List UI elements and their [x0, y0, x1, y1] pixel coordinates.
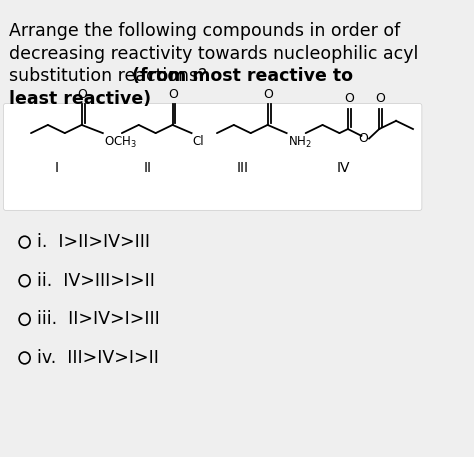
Text: O: O — [344, 92, 354, 106]
Text: IV: IV — [337, 161, 350, 175]
Text: substitution reactions?: substitution reactions? — [9, 67, 213, 85]
Text: I: I — [55, 161, 58, 175]
Text: decreasing reactivity towards nucleophilic acyl: decreasing reactivity towards nucleophil… — [9, 44, 419, 63]
Text: OCH$_3$: OCH$_3$ — [104, 135, 137, 150]
Text: NH$_2$: NH$_2$ — [288, 135, 312, 150]
Text: O: O — [358, 132, 368, 145]
Text: O: O — [264, 88, 273, 101]
Text: iv.  III>IV>I>II: iv. III>IV>I>II — [37, 349, 159, 367]
Text: III: III — [236, 161, 248, 175]
Text: O: O — [375, 92, 385, 106]
Text: (from most reactive to: (from most reactive to — [132, 67, 353, 85]
Text: i.  I>II>IV>III: i. I>II>IV>III — [37, 233, 150, 251]
Text: least reactive): least reactive) — [9, 90, 151, 108]
Text: Arrange the following compounds in order of: Arrange the following compounds in order… — [9, 22, 400, 40]
Text: ii.  IV>III>I>II: ii. IV>III>I>II — [37, 272, 155, 290]
Text: Cl: Cl — [193, 135, 204, 148]
Text: O: O — [78, 88, 88, 101]
Text: O: O — [168, 88, 178, 101]
Text: iii.  II>IV>I>III: iii. II>IV>I>III — [37, 310, 160, 328]
FancyBboxPatch shape — [3, 104, 422, 210]
Text: II: II — [143, 161, 151, 175]
